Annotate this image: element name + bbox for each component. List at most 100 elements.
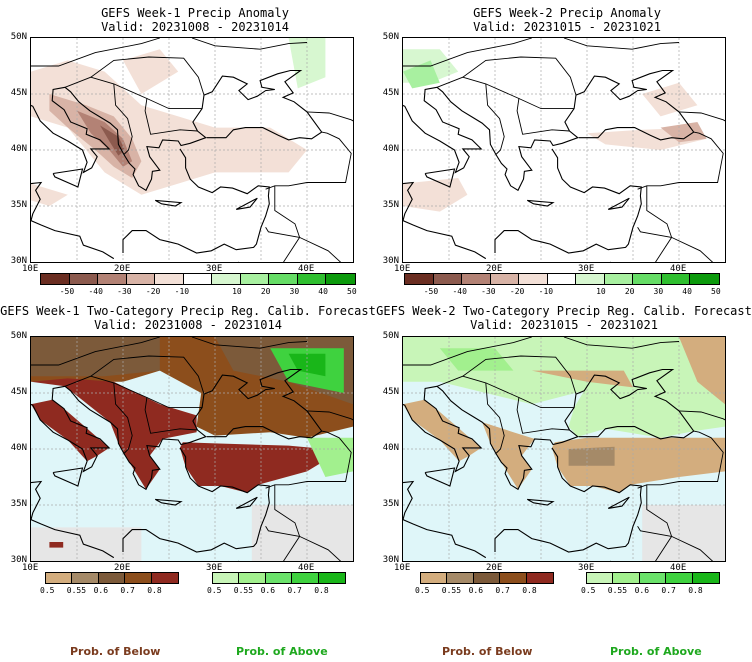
- colorbar-label: 0.55: [66, 586, 87, 595]
- lat-label: 35N: [382, 499, 399, 509]
- lat-label: 30N: [10, 256, 27, 266]
- lat-label: 50N: [10, 331, 27, 341]
- colorbar-label: 0.55: [233, 586, 254, 595]
- panel2-valid: Valid: 20231015 - 20231021: [473, 20, 661, 34]
- map-canvas: [403, 337, 725, 561]
- colorbar-label: 20: [624, 287, 635, 296]
- map-canvas: [31, 38, 353, 262]
- lat-label: 40N: [10, 443, 27, 453]
- panel2-title: GEFS Week-2 Precip Anomaly: [473, 6, 661, 20]
- panel3-prob-above-label: Prob. of Above: [236, 645, 328, 658]
- colorbar-cell: [447, 573, 474, 583]
- colorbar-label: 0.8: [522, 586, 537, 595]
- colorbar-cell: [547, 274, 577, 284]
- lat-label: 30N: [10, 555, 27, 565]
- colorbar-cell: [433, 274, 463, 284]
- lon-label: 20E: [486, 264, 503, 274]
- colorbar-label: 0.8: [314, 586, 329, 595]
- colorbar-label: -50: [59, 287, 75, 296]
- colorbar-cell: [72, 573, 99, 583]
- panel4-prob-below-label: Prob. of Below: [442, 645, 533, 658]
- lon-label: 10E: [22, 563, 39, 573]
- colorbar-cell: [576, 274, 605, 284]
- lat-label: 50N: [10, 32, 27, 42]
- colorbar-cell: [500, 573, 527, 583]
- colorbar-label: 30: [289, 287, 300, 296]
- colorbar-label: 30: [653, 287, 664, 296]
- colorbar-cell: [265, 573, 293, 583]
- lat-label: 35N: [10, 499, 27, 509]
- colorbar-cell: [46, 573, 73, 583]
- lat-label: 45N: [382, 88, 399, 98]
- colorbar-cell: [292, 573, 319, 583]
- lat-label: 35N: [10, 200, 27, 210]
- colorbar-cell: [604, 274, 634, 284]
- lon-label: 40E: [298, 264, 315, 274]
- panel1-valid: Valid: 20231008 - 20231014: [101, 20, 289, 34]
- colorbar-cell: [69, 274, 99, 284]
- colorbar-label: 0.5: [207, 586, 222, 595]
- colorbar-cell: [125, 573, 152, 583]
- colorbar-label: 0.5: [415, 586, 430, 595]
- colorbar-label: -50: [423, 287, 439, 296]
- colorbar-label: 0.55: [441, 586, 462, 595]
- colorbar-cell: [126, 274, 156, 284]
- lon-label: 10E: [394, 563, 411, 573]
- colorbar-label: -40: [452, 287, 467, 296]
- panel4-map: [402, 336, 726, 562]
- colorbar-label: 0.5: [581, 586, 596, 595]
- colorbar-cell: [639, 573, 667, 583]
- colorbar-cell: [587, 573, 614, 583]
- colorbar-cell: [666, 573, 693, 583]
- colorbar-label: 10: [596, 287, 606, 296]
- colorbar-label: -30: [117, 287, 132, 296]
- lon-label: 30E: [578, 264, 595, 274]
- colorbar-label: 50: [711, 287, 721, 296]
- colorbar-label: 10: [232, 287, 242, 296]
- colorbar-label: 0.8: [688, 586, 703, 595]
- lon-label: 10E: [394, 264, 411, 274]
- colorbar-cell: [155, 274, 184, 284]
- lon-label: 10E: [22, 264, 39, 274]
- panel2-map: [402, 37, 726, 263]
- lat-label: 30N: [382, 555, 399, 565]
- lon-label: 40E: [298, 563, 315, 573]
- colorbar-cell: [212, 274, 241, 284]
- colorbar-cell: [490, 274, 520, 284]
- panel1-colorbar: [40, 273, 356, 285]
- colorbar-label: 40: [318, 287, 328, 296]
- colorbar-cell: [240, 274, 270, 284]
- colorbar-cell: [692, 573, 720, 583]
- lon-label: 30E: [578, 563, 595, 573]
- colorbar-cell: [213, 573, 240, 583]
- colorbar-label: 50: [347, 287, 357, 296]
- colorbar-cell: [661, 274, 691, 284]
- colorbar-cell: [405, 274, 434, 284]
- colorbar-cell: [318, 573, 346, 583]
- colorbar-cell: [326, 274, 356, 284]
- colorbar-cell: [297, 274, 327, 284]
- colorbar-cell: [98, 573, 126, 583]
- colorbar-label: 0.6: [634, 586, 650, 595]
- lon-label: 30E: [206, 563, 223, 573]
- panel3-map: [30, 336, 354, 562]
- panel1-map: [30, 37, 354, 263]
- lon-label: 20E: [114, 563, 131, 573]
- colorbar-label: 40: [682, 287, 692, 296]
- lon-label: 20E: [114, 264, 131, 274]
- panel4-below-colorbar: [420, 572, 554, 584]
- map-canvas: [31, 337, 353, 561]
- lat-label: 40N: [10, 144, 27, 154]
- lat-label: 35N: [382, 200, 399, 210]
- map-canvas: [403, 38, 725, 262]
- panel3-below-colorbar: [45, 572, 179, 584]
- lat-label: 30N: [382, 256, 399, 266]
- colorbar-label: -10: [174, 287, 190, 296]
- colorbar-cell: [633, 274, 662, 284]
- colorbar-label: 0.7: [287, 586, 302, 595]
- lon-label: 40E: [670, 264, 687, 274]
- colorbar-label: -20: [509, 287, 525, 296]
- colorbar-label: 0.7: [661, 586, 676, 595]
- colorbar-cell: [151, 573, 179, 583]
- lat-label: 40N: [382, 443, 399, 453]
